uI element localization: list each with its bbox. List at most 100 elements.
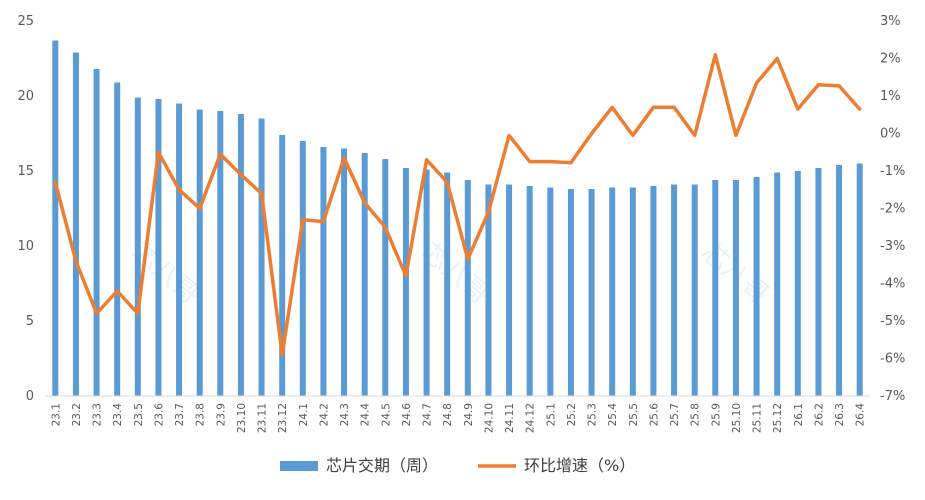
- line-point: [507, 133, 511, 137]
- y-right-tick-label: 2%: [880, 52, 901, 67]
- x-tick-label: 24.7: [422, 403, 434, 426]
- y-left-tick-label: 5: [26, 314, 34, 329]
- line-point: [404, 274, 408, 278]
- line-point: [693, 133, 697, 137]
- y-right-tick-label: 3%: [880, 14, 901, 29]
- x-tick-label: 23.11: [257, 403, 269, 433]
- bar: [382, 159, 389, 396]
- x-tick-label: 25.11: [752, 403, 764, 433]
- line-point: [53, 180, 57, 184]
- bar: [856, 163, 863, 396]
- line-point: [631, 133, 635, 137]
- line-point: [610, 105, 614, 109]
- bar: [402, 168, 409, 396]
- x-tick-label: 24.9: [463, 403, 475, 426]
- x-tick-label: 24.5: [380, 403, 392, 426]
- y-right-tick-label: -1%: [880, 164, 905, 179]
- line-point: [177, 188, 181, 192]
- line-point: [321, 220, 325, 224]
- bar: [464, 180, 471, 396]
- line-point: [528, 160, 532, 164]
- y-left-tick-label: 20: [17, 89, 34, 104]
- legend-bar-label: 芯片交期（周）: [326, 456, 438, 475]
- bar: [485, 184, 492, 396]
- x-tick-label: 23.6: [153, 403, 165, 427]
- line-point: [95, 312, 99, 315]
- bar: [320, 147, 327, 396]
- bar: [609, 187, 616, 396]
- y-right-tick-label: -3%: [880, 239, 905, 254]
- bar: [93, 69, 100, 396]
- line-series: [53, 53, 862, 357]
- line-point: [569, 161, 573, 165]
- line-point: [156, 150, 160, 154]
- bar: [279, 135, 286, 396]
- line-point: [239, 173, 243, 177]
- y-right-tick-label: -4%: [880, 277, 905, 292]
- line-point: [445, 180, 449, 184]
- x-tick-label: 23.12: [277, 403, 289, 433]
- bar: [732, 180, 739, 396]
- x-tick-label: 23.7: [174, 403, 186, 426]
- x-tick-label: 25.10: [731, 403, 743, 433]
- line-point: [796, 107, 800, 111]
- line-point: [486, 210, 490, 214]
- x-tick-label: 25.1: [545, 403, 557, 426]
- bar: [361, 153, 368, 396]
- x-tick-label: 25.7: [669, 403, 681, 426]
- line-point: [672, 105, 676, 109]
- x-tick-label: 23.1: [50, 403, 62, 426]
- line-point: [837, 84, 841, 88]
- bar: [753, 177, 760, 396]
- bar: [794, 171, 801, 396]
- legend-bar-swatch: [280, 461, 318, 471]
- line-point: [590, 132, 594, 135]
- line-point: [775, 57, 779, 60]
- line-point: [280, 353, 284, 357]
- y-right-tick-label: 0%: [880, 127, 901, 142]
- line-point: [651, 105, 655, 109]
- y-left-tick-label: 15: [17, 164, 34, 179]
- line-point: [383, 225, 387, 229]
- bar: [815, 168, 822, 396]
- x-tick-label: 23.8: [195, 403, 207, 426]
- bar: [155, 99, 162, 396]
- line-point: [301, 218, 305, 222]
- bar: [774, 172, 781, 396]
- y-left-tick-label: 25: [17, 14, 34, 29]
- line-point: [755, 81, 759, 85]
- bar: [299, 141, 306, 396]
- bar: [629, 187, 636, 396]
- x-tick-label: 24.10: [483, 403, 495, 433]
- y-right-tick-label: -2%: [880, 202, 905, 217]
- bar: [526, 186, 533, 396]
- x-tick-label: 23.10: [236, 403, 248, 433]
- bar: [836, 165, 843, 396]
- y-left-tick-label: 0: [26, 389, 34, 404]
- growth-line: [53, 53, 862, 357]
- x-axis: 23.1 23.2 23.3 23.4 23.5 23.6 23.7 23.8 23.9 23.1…: [50, 403, 866, 433]
- legend: 芯片交期（周） 环比增速（%）: [280, 456, 635, 475]
- bar: [712, 180, 719, 396]
- x-tick-label: 25.12: [772, 403, 784, 433]
- line-point: [713, 53, 717, 57]
- y-right-axis: 3% 2% 1% 0% -1% -2% -3% -4% -5% -6% -7%: [880, 14, 905, 404]
- bar: [114, 82, 121, 396]
- bar: [52, 40, 59, 396]
- bar: [547, 187, 554, 396]
- line-point: [466, 257, 470, 261]
- y-left-axis: 25 20 15 10 5 0: [17, 14, 34, 404]
- line-point: [425, 158, 429, 162]
- bar: [671, 184, 678, 396]
- line-point: [734, 133, 738, 137]
- y-right-tick-label: -6%: [880, 352, 905, 367]
- line-point: [218, 152, 222, 156]
- x-tick-label: 25.4: [607, 403, 619, 427]
- x-tick-label: 24.12: [525, 403, 537, 433]
- bar: [567, 189, 574, 396]
- y-left-tick-label: 10: [17, 239, 34, 254]
- y-right-tick-label: -5%: [880, 314, 905, 329]
- x-tick-label: 24.6: [401, 403, 413, 427]
- x-tick-label: 23.5: [133, 403, 145, 426]
- x-tick-label: 26.1: [793, 403, 805, 426]
